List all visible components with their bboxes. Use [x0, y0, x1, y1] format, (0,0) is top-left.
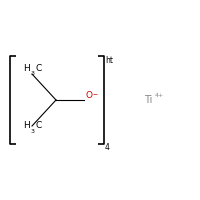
Text: 4+: 4+ — [155, 93, 164, 98]
Text: −: − — [92, 92, 98, 97]
Text: H: H — [23, 64, 30, 73]
Text: 3: 3 — [31, 71, 35, 76]
Text: 4: 4 — [105, 143, 110, 152]
Text: Ti: Ti — [144, 95, 152, 105]
Text: O: O — [85, 91, 92, 100]
Text: H: H — [23, 121, 30, 130]
Text: C: C — [36, 64, 42, 73]
Text: 3: 3 — [31, 129, 35, 134]
Text: ht: ht — [105, 56, 113, 65]
Text: C: C — [36, 121, 42, 130]
